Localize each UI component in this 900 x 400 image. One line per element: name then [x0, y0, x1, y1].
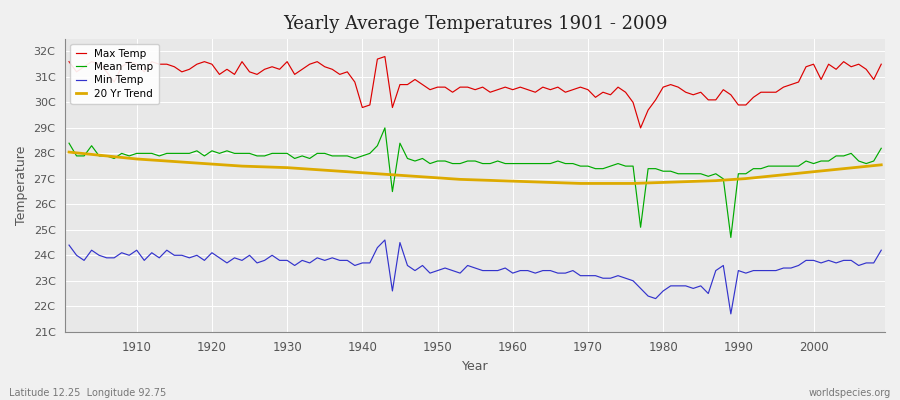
Text: worldspecies.org: worldspecies.org: [809, 388, 891, 398]
Line: 20 Yr Trend: 20 Yr Trend: [69, 152, 881, 184]
Max Temp: [508, 87, 518, 92]
Min Temp: [508, 271, 518, 276]
20 Yr Trend: [64, 150, 75, 154]
Min Temp: [335, 258, 346, 263]
Y-axis label: Temperature: Temperature: [15, 146, 28, 225]
20 Yr Trend: [605, 181, 616, 186]
Mean Temp: [335, 154, 346, 158]
Max Temp: [515, 85, 526, 90]
Text: Latitude 12.25  Longitude 92.75: Latitude 12.25 Longitude 92.75: [9, 388, 166, 398]
Min Temp: [725, 312, 736, 316]
X-axis label: Year: Year: [462, 360, 489, 373]
Max Temp: [876, 62, 886, 67]
Mean Temp: [876, 146, 886, 151]
Line: Max Temp: Max Temp: [69, 56, 881, 128]
Mean Temp: [725, 235, 736, 240]
Mean Temp: [124, 154, 135, 158]
Min Temp: [605, 276, 616, 281]
20 Yr Trend: [876, 162, 886, 167]
Min Temp: [289, 263, 300, 268]
Min Temp: [124, 253, 135, 258]
Min Temp: [515, 268, 526, 273]
Max Temp: [380, 54, 391, 59]
Min Temp: [876, 248, 886, 252]
Max Temp: [635, 126, 646, 130]
20 Yr Trend: [124, 156, 135, 161]
Mean Temp: [380, 126, 391, 130]
20 Yr Trend: [289, 166, 300, 170]
Min Temp: [64, 243, 75, 248]
Line: Min Temp: Min Temp: [69, 240, 881, 314]
Max Temp: [335, 72, 346, 77]
Title: Yearly Average Temperatures 1901 - 2009: Yearly Average Temperatures 1901 - 2009: [283, 15, 668, 33]
Mean Temp: [508, 161, 518, 166]
Min Temp: [380, 238, 391, 242]
20 Yr Trend: [575, 181, 586, 186]
Max Temp: [605, 92, 616, 97]
Mean Temp: [515, 161, 526, 166]
20 Yr Trend: [508, 179, 518, 184]
Max Temp: [64, 59, 75, 64]
Max Temp: [289, 72, 300, 77]
20 Yr Trend: [500, 178, 510, 183]
20 Yr Trend: [335, 169, 346, 174]
Legend: Max Temp, Mean Temp, Min Temp, 20 Yr Trend: Max Temp, Mean Temp, Min Temp, 20 Yr Tre…: [70, 44, 158, 104]
Mean Temp: [289, 156, 300, 161]
Mean Temp: [605, 164, 616, 168]
Mean Temp: [64, 141, 75, 146]
Line: Mean Temp: Mean Temp: [69, 128, 881, 238]
Max Temp: [124, 59, 135, 64]
